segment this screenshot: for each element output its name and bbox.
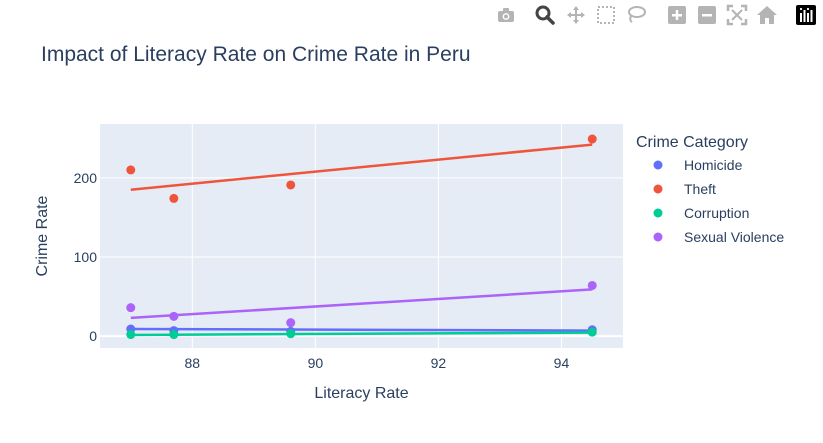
modebar [495, 4, 820, 26]
data-point[interactable] [587, 280, 597, 290]
legend-label: Homicide [684, 157, 743, 173]
series-theft [126, 134, 597, 203]
y-axis-label: Crime Rate [34, 195, 51, 276]
plot-area[interactable] [100, 124, 623, 348]
zoom-icon[interactable] [534, 4, 556, 26]
series-corruption [126, 327, 597, 340]
lasso-icon[interactable] [625, 4, 647, 26]
x-tick-label: 90 [308, 355, 324, 371]
pan-icon[interactable] [565, 4, 587, 26]
legend-label: Sexual Violence [684, 229, 784, 245]
trendline[interactable] [130, 143, 593, 191]
series-sexual-violence [126, 280, 597, 328]
legend-title: Crime Category [636, 134, 748, 151]
legend-marker [653, 208, 663, 218]
x-tick-label: 92 [431, 355, 447, 371]
y-tick-label: 200 [74, 170, 98, 186]
data-point[interactable] [286, 318, 296, 328]
trendline[interactable] [130, 331, 593, 337]
y-tick-label: 100 [74, 249, 98, 265]
zoom-in-icon[interactable] [666, 4, 688, 26]
data-point[interactable] [587, 327, 597, 337]
autoscale-icon[interactable] [726, 4, 748, 26]
legend-item[interactable]: Sexual Violence [653, 229, 785, 245]
chart-title: Impact of Literacy Rate on Crime Rate in… [41, 43, 471, 66]
x-tick-label: 88 [185, 355, 201, 371]
trendline[interactable] [130, 288, 593, 320]
box-select-icon[interactable] [595, 4, 617, 26]
legend-item[interactable]: Corruption [653, 205, 750, 221]
legend-label: Corruption [684, 205, 749, 221]
data-point[interactable] [126, 303, 136, 313]
zoom-out-icon[interactable] [696, 4, 718, 26]
legend-item[interactable]: Homicide [653, 157, 743, 173]
legend-marker [653, 232, 663, 242]
data-point[interactable] [587, 134, 597, 144]
plotly-logo-icon[interactable] [795, 4, 817, 26]
legend-label: Theft [684, 181, 716, 197]
y-tick-label: 0 [89, 328, 97, 344]
data-point[interactable] [286, 180, 296, 190]
grid [100, 124, 623, 348]
data-point[interactable] [126, 165, 136, 175]
reset-axes-icon[interactable] [756, 4, 778, 26]
legend-marker [653, 160, 663, 170]
camera-icon[interactable] [495, 4, 517, 26]
trendline[interactable] [130, 327, 593, 332]
x-axis-label: Literacy Rate [314, 385, 408, 402]
legend-marker [653, 184, 663, 194]
data-point[interactable] [169, 193, 179, 203]
legend: Crime Category Homicide Theft Corruption Se… [636, 134, 784, 245]
tick-labels: 88 90 92 94 0 100 200 [74, 170, 570, 371]
traces [126, 134, 597, 340]
legend-item[interactable]: Theft [653, 181, 717, 197]
x-tick-label: 94 [554, 355, 570, 371]
